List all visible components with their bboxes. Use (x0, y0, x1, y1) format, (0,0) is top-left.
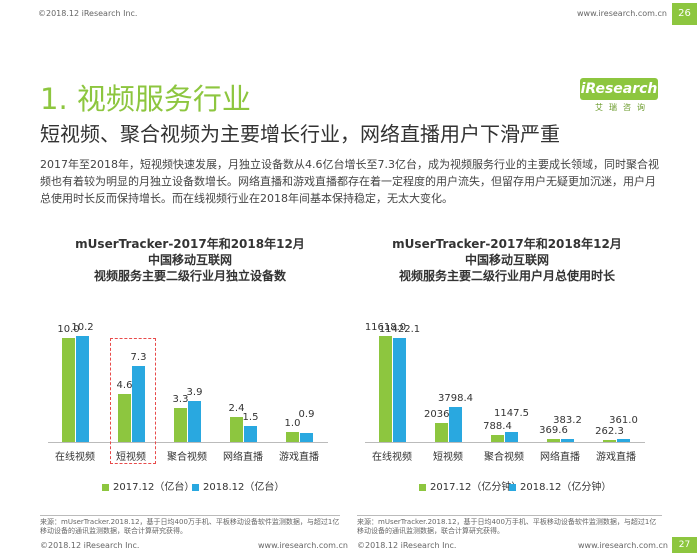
chart-right-title: mUserTracker-2017年和2018年12月 中国移动互联网 视频服务… (357, 236, 657, 284)
chart-left-title-line-2: 中国移动互联网 (147, 253, 232, 267)
legend-swatch (509, 483, 516, 491)
legend-swatch (419, 483, 426, 491)
chart-left-title: mUserTracker-2017年和2018年12月 中国移动互联网 视频服务… (40, 236, 340, 284)
legend-item-2018: 2018.12（亿分钟） (509, 478, 611, 493)
bar-2017-4 (547, 438, 560, 442)
data-label-2018-2: 7.3 (130, 352, 147, 364)
source-divider-left (40, 515, 340, 516)
data-label-2018-1: 10.2 (71, 322, 94, 333)
data-label-2017-3: 3.3 (172, 393, 189, 405)
data-label-2018-4: 1.5 (242, 412, 259, 424)
data-label-2017-3: 788.4 (483, 420, 512, 432)
data-label-2017-2: 4.6 (116, 380, 133, 392)
category-label-2: 短视频 (116, 452, 146, 463)
category-label-5: 游戏直播 (596, 452, 636, 463)
bar-2017-3 (174, 407, 187, 442)
bar-2018-2 (449, 407, 462, 442)
category-label-3: 聚合视频 (167, 452, 207, 463)
category-label-4: 网络直播 (540, 452, 580, 463)
data-label-2018-2: 3798.4 (438, 393, 473, 405)
chart-right-title-line-1: mUserTracker-2017年和2018年12月 (392, 237, 622, 251)
chart-left-title-line-3: 视频服务主要二级行业月独立设备数 (93, 269, 286, 283)
highlight-box (110, 338, 156, 464)
legend-label: 2018.12（亿台） (203, 482, 285, 493)
footer-url-right[interactable]: www.iresearch.com.cn (578, 541, 668, 550)
source-note-left: 来源：mUserTracker.2018.12，基于日均400万手机、平板移动设… (40, 518, 340, 535)
x-axis-line (365, 442, 645, 443)
source-note-right: 来源：mUserTracker.2018.12，基于日均400万手机、平板移动设… (357, 518, 657, 535)
bar-2017-2 (435, 423, 448, 442)
legend-item-2017: 2017.12（亿分钟） (419, 478, 521, 493)
chart-left: mUserTracker-2017年和2018年12月 中国移动互联网 视频服务… (40, 236, 340, 496)
legend-swatch (192, 483, 199, 491)
data-label-2018-4: 383.2 (553, 414, 582, 426)
footer-url-left[interactable]: www.iresearch.com.cn (258, 541, 348, 550)
summary-paragraph: 2017年至2018年，短视频快速发展，月独立设备数从4.6亿台增长至7.3亿台… (40, 158, 659, 205)
chart-right: mUserTracker-2017年和2018年12月 中国移动互联网 视频服务… (357, 236, 657, 496)
bar-2018-1 (76, 336, 89, 442)
bar-2018-4 (561, 438, 574, 442)
data-label-2018-5: 0.9 (298, 408, 315, 420)
legend-item-2017: 2017.12（亿台） (102, 478, 194, 493)
bar-2018-3 (505, 431, 518, 442)
bar-2017-2 (118, 394, 131, 442)
bar-2018-1 (393, 337, 406, 442)
page-number-badge-bottom: 27 (672, 537, 697, 553)
legend-label: 2017.12（亿台） (113, 482, 195, 493)
bar-2018-5 (300, 432, 313, 442)
legend-label: 2017.12（亿分钟） (430, 482, 522, 493)
header-copyright: ©2018.12 iResearch Inc. (38, 9, 138, 18)
data-label-2018-1: 11422.1 (378, 323, 421, 335)
footer-copyright-right: ©2018.12 iResearch Inc. (357, 541, 457, 550)
category-label-2: 短视频 (433, 452, 463, 463)
data-label-2018-5: 361.0 (609, 414, 638, 426)
chart-right-title-line-2: 中国移动互联网 (464, 253, 549, 267)
page-number-badge-top: 26 (672, 3, 697, 25)
data-label-2017-5: 1.0 (284, 417, 301, 429)
data-label-2017-5: 262.3 (595, 425, 624, 437)
bar-2017-5 (603, 439, 616, 442)
data-label-2017-1: 11618.0 (364, 322, 407, 333)
header-url[interactable]: www.iresearch.com.cn (577, 9, 667, 18)
legend-label: 2018.12（亿分钟） (520, 482, 612, 493)
category-label-3: 聚合视频 (484, 452, 524, 463)
iresearch-logo: iResearch (580, 78, 658, 100)
chart-right-title-line-3: 视频服务主要二级行业用户月总使用时长 (398, 269, 615, 283)
headline: 短视频、聚合视频为主要增长行业，网络直播用户下滑严重 (40, 122, 560, 146)
chart-left-title-line-1: mUserTracker-2017年和2018年12月 (75, 237, 305, 251)
bar-2018-4 (244, 426, 257, 442)
bar-2017-3 (491, 434, 504, 442)
data-label-2018-3: 1147.5 (494, 407, 529, 419)
footer-copyright-left: ©2018.12 iResearch Inc. (40, 541, 140, 550)
category-label-5: 游戏直播 (279, 452, 319, 463)
legend-swatch (102, 483, 109, 491)
bar-2017-5 (286, 431, 299, 442)
bar-2017-1 (62, 338, 75, 442)
data-label-2017-4: 369.6 (539, 424, 568, 436)
bar-2018-5 (617, 438, 630, 442)
bar-2017-1 (379, 336, 392, 442)
data-label-2017-2: 2036.9 (424, 409, 459, 421)
bar-2018-2 (132, 366, 145, 442)
bar-2018-3 (188, 401, 201, 442)
section-title: 1. 视频服务行业 (40, 82, 251, 116)
iresearch-logo-subtitle: 艾瑞咨询 (595, 103, 651, 112)
category-label-4: 网络直播 (223, 452, 263, 463)
data-label-2018-3: 3.9 (186, 387, 203, 399)
data-label-2017-1: 10.0 (57, 324, 80, 336)
category-label-1: 在线视频 (372, 452, 412, 463)
x-axis-line (48, 442, 328, 443)
data-label-2017-4: 2.4 (228, 403, 245, 415)
chart-right-plot: 11618.0 11422.1 在线视频 2036.9 3798.4 短视频 788.4 11… (357, 236, 657, 496)
legend-item-2018: 2018.12（亿台） (192, 478, 284, 493)
source-divider-right (357, 515, 662, 516)
category-label-1: 在线视频 (55, 452, 95, 463)
bar-2017-4 (230, 417, 243, 442)
chart-left-plot: 10.0 10.2 在线视频 4.6 7.3 短视频 3.3 3.9 聚合视频 2.4 1.5 网络直… (40, 236, 340, 496)
